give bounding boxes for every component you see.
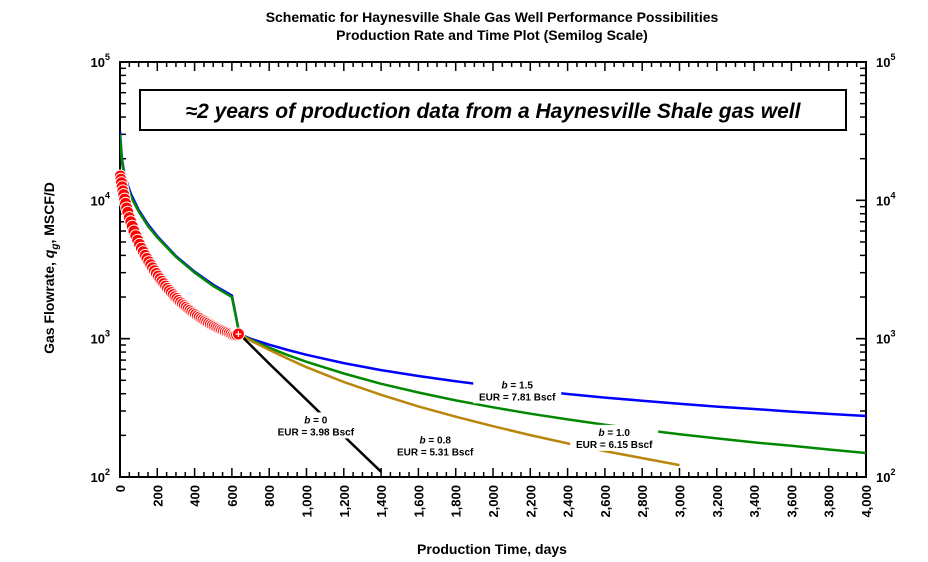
series-line-b-1-5: [120, 131, 866, 418]
curve-label-eur: EUR = 6.15 Bscf: [576, 440, 653, 451]
x-tick-label: 3,800: [822, 485, 837, 518]
y-axis-title-part-1: Gas Flowrate,: [41, 258, 57, 354]
curve-label-bg: [271, 412, 360, 439]
curve-label-eur: EUR = 5.31 Bscf: [397, 447, 474, 458]
annotation-banner: ≈2 years of production data from a Hayne…: [139, 89, 847, 131]
y-axis-title-part-2: , MSCF/D: [41, 182, 57, 243]
y-tick-label-right: 103: [876, 329, 895, 347]
x-tick-label: 800: [262, 485, 277, 507]
y-axis-title: Gas Flowrate, qg, MSCF/D: [41, 182, 61, 354]
x-tick-label: 400: [188, 485, 203, 507]
series-line-b-0: [238, 333, 382, 473]
y-tick-label-right: 105: [876, 52, 895, 70]
curve-label-bg: [391, 432, 480, 459]
x-axis-title: Production Time, days: [417, 541, 567, 557]
y-axis-title-subscript: g: [50, 244, 61, 251]
chart-title: Schematic for Haynesville Shale Gas Well…: [266, 9, 719, 25]
x-tick-label: 200: [150, 485, 165, 507]
y-tick-label-right: 102: [876, 467, 895, 485]
y-tick-label: 102: [91, 467, 110, 485]
curve-label-eur: EUR = 7.81 Bscf: [479, 392, 556, 403]
x-tick-label: 1,800: [449, 485, 464, 518]
y-tick-label: 105: [91, 52, 110, 70]
x-tick-label: 1,400: [374, 485, 389, 518]
curve-label-bg: [473, 377, 562, 404]
x-tick-label: 1,000: [300, 485, 315, 518]
x-tick-label: 2,000: [486, 485, 501, 518]
y-axis-title-q: q: [41, 249, 57, 258]
y-tick-label: 104: [91, 190, 110, 208]
x-tick-label: 3,200: [710, 485, 725, 518]
x-tick-label: 2,400: [561, 485, 576, 518]
y-tick-label: 103: [91, 329, 110, 347]
x-tick-label: 600: [225, 485, 240, 507]
x-tick-label: 4,000: [859, 485, 874, 518]
x-tick-label: 3,000: [673, 485, 688, 518]
x-tick-label: 1,600: [411, 485, 426, 518]
x-tick-label: 3,400: [747, 485, 762, 518]
curve-label-b: b = 0: [304, 415, 328, 426]
x-tick-label: 1,200: [337, 485, 352, 518]
x-tick-label: 2,600: [598, 485, 613, 518]
x-tick-label: 2,200: [523, 485, 538, 518]
chart-subtitle: Production Rate and Time Plot (Semilog S…: [336, 27, 648, 43]
series-line-b-1: [120, 134, 866, 455]
annotation-text: ≈2 years of production data from a Hayne…: [186, 100, 802, 123]
curve-label-b: b = 0.8: [419, 435, 451, 446]
annotation-box: [139, 89, 847, 131]
curve-label-bg: [570, 424, 659, 451]
curve-label-b: b = 1.0: [599, 428, 631, 439]
x-tick-label: 0: [113, 485, 128, 492]
x-tick-label: 2,800: [635, 485, 650, 518]
x-tick-label: 3,600: [784, 485, 799, 518]
curve-label-b: b = 1.5: [502, 380, 534, 391]
y-tick-label-right: 104: [876, 190, 895, 208]
curve-label-eur: EUR = 3.98 Bscf: [278, 427, 355, 438]
plot-area: 0 200 400 600 800 1,000 1,200 1,400 1,600 1,800 2,…: [91, 52, 896, 518]
